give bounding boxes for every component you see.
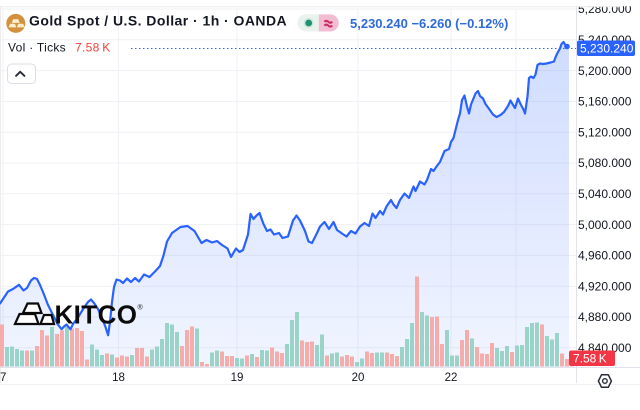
svg-text:KITCO: KITCO	[55, 300, 138, 330]
svg-text:7.58 K: 7.58 K	[75, 40, 111, 54]
svg-text:18: 18	[112, 372, 125, 384]
svg-text:20: 20	[352, 372, 365, 384]
svg-text:17: 17	[0, 372, 6, 384]
svg-text:19: 19	[231, 372, 244, 384]
svg-text:7.58 K: 7.58 K	[573, 352, 607, 366]
svg-text:5,120.000: 5,120.000	[578, 125, 632, 139]
svg-text:®: ®	[138, 304, 144, 312]
svg-text:Vol · Ticks: Vol · Ticks	[8, 40, 66, 54]
svg-text:22: 22	[445, 372, 458, 384]
svg-text:5,000.000: 5,000.000	[578, 218, 632, 232]
svg-text:5,230.240 −6.260 (−0.12%): 5,230.240 −6.260 (−0.12%)	[350, 16, 508, 31]
svg-text:5,160.000: 5,160.000	[578, 95, 632, 109]
svg-text:4,880.000: 4,880.000	[578, 310, 632, 324]
svg-text:5,200.000: 5,200.000	[578, 64, 632, 78]
svg-text:4,960.000: 4,960.000	[578, 249, 632, 263]
svg-text:4,920.000: 4,920.000	[578, 279, 632, 293]
svg-text:Gold Spot / U.S. Dollar · 1h ·: Gold Spot / U.S. Dollar · 1h · OANDA	[29, 12, 287, 28]
svg-text:5,230.240: 5,230.240	[580, 42, 634, 56]
svg-text:5,040.000: 5,040.000	[578, 187, 632, 201]
svg-text:5,080.000: 5,080.000	[578, 156, 632, 170]
